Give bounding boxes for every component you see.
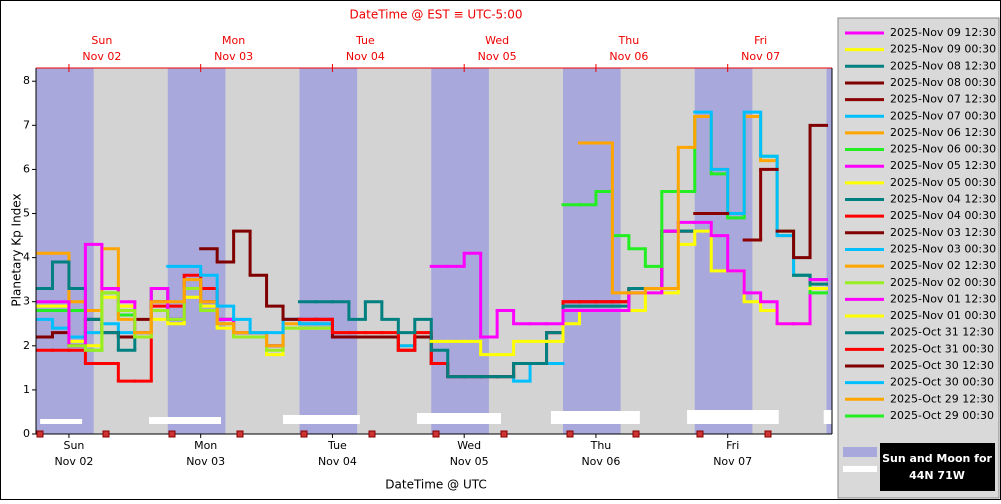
legend-label: 2025-Nov 07 12:30 xyxy=(890,93,996,106)
legend: Sun and Moon for 44N 71W 2025-Nov 09 12:… xyxy=(837,17,1000,499)
legend-label: 2025-Nov 06 12:30 xyxy=(890,126,996,139)
legend-label: 2025-Nov 06 00:30 xyxy=(890,143,996,156)
series xyxy=(775,123,829,260)
legend-night-swatch xyxy=(843,447,877,457)
marker xyxy=(368,430,376,438)
legend-label: 2025-Nov 05 12:30 xyxy=(890,159,996,172)
legend-label: 2025-Nov 02 00:30 xyxy=(890,276,996,289)
legend-label: 2025-Nov 05 00:30 xyxy=(890,176,996,189)
moon-band xyxy=(823,410,832,424)
marker xyxy=(102,430,110,438)
top-tick-label: Sun xyxy=(91,34,112,47)
legend-label: 2025-Nov 08 00:30 xyxy=(890,76,996,89)
marker xyxy=(632,430,640,438)
chart-title: DateTime @ EST ≡ UTC-5:00 xyxy=(350,8,523,22)
x-tick-date: Nov 02 xyxy=(54,455,93,468)
x-tick-label: Fri xyxy=(726,439,739,452)
legend-label: 2025-Nov 09 00:30 xyxy=(890,43,996,56)
y-tick-label: 8 xyxy=(23,74,30,87)
legend-label: 2025-Oct 30 12:30 xyxy=(890,359,994,372)
y-tick-label: 2 xyxy=(23,339,30,352)
y-tick-label: 0 xyxy=(23,427,30,440)
legend-label: 2025-Oct 30 00:30 xyxy=(890,376,994,389)
marker xyxy=(236,430,244,438)
x-tick-date: Nov 05 xyxy=(450,455,489,468)
series xyxy=(429,220,829,339)
marker xyxy=(432,430,440,438)
legend-label: 2025-Nov 01 12:30 xyxy=(890,292,996,305)
night-band xyxy=(431,68,489,434)
top-tick-label: Mon xyxy=(222,34,245,47)
top-tick-label: Thu xyxy=(618,34,640,47)
marker xyxy=(696,430,704,438)
x-tick-date: Nov 07 xyxy=(713,455,752,468)
legend-label: 2025-Nov 09 12:30 xyxy=(890,26,996,39)
y-tick-label: 4 xyxy=(23,251,30,264)
top-tick-label: Tue xyxy=(355,34,375,47)
legend-label: 2025-Nov 01 00:30 xyxy=(890,309,996,322)
axes: 0 1 2 3 4 5 6 7 8 Sun Nov 02 Mon Nov 03 Tue Nov 04 Wed N… xyxy=(23,34,833,468)
legend-box xyxy=(837,17,1000,499)
y-tick-label: 6 xyxy=(23,162,30,175)
marker xyxy=(300,430,308,438)
top-tick-date: Nov 05 xyxy=(478,50,517,63)
moon-band xyxy=(283,415,360,424)
moon-band xyxy=(40,419,83,424)
x-tick-date: Nov 04 xyxy=(318,455,357,468)
legend-label: 2025-Nov 04 12:30 xyxy=(890,193,996,206)
marker xyxy=(500,430,508,438)
moon-band xyxy=(687,410,779,424)
legend-label: 2025-Nov 03 12:30 xyxy=(890,226,996,239)
series xyxy=(693,167,779,242)
marker xyxy=(566,430,574,438)
top-tick-date: Nov 07 xyxy=(741,50,780,63)
x-tick-label: Wed xyxy=(457,439,481,452)
legend-label: 2025-Nov 03 00:30 xyxy=(890,242,996,255)
legend-moon-swatch xyxy=(843,466,877,472)
x-axis-title: DateTime @ UTC xyxy=(385,478,486,492)
x-tick-label: Thu xyxy=(590,439,612,452)
legend-title: Sun and Moon for xyxy=(882,452,992,465)
top-tick-date: Nov 03 xyxy=(214,50,253,63)
y-tick-label: 5 xyxy=(23,207,30,220)
marker xyxy=(36,430,44,438)
legend-label: 2025-Nov 08 12:30 xyxy=(890,59,996,72)
legend-label: 2025-Nov 02 12:30 xyxy=(890,259,996,272)
y-tick-label: 1 xyxy=(23,383,30,396)
y-tick-label: 3 xyxy=(23,295,30,308)
location: 44N 71W xyxy=(909,469,965,482)
legend-label: 2025-Nov 07 00:30 xyxy=(890,109,996,122)
legend-label: 2025-Nov 04 00:30 xyxy=(890,209,996,222)
top-tick-label: Fri xyxy=(754,34,767,47)
marker xyxy=(764,430,772,438)
top-tick-date: Nov 06 xyxy=(609,50,648,63)
plot-area xyxy=(36,68,832,434)
top-tick-date: Nov 02 xyxy=(82,50,121,63)
legend-label: 2025-Oct 29 00:30 xyxy=(890,409,994,422)
x-tick-date: Nov 06 xyxy=(581,455,620,468)
legend-label: 2025-Oct 31 00:30 xyxy=(890,342,994,355)
night-band xyxy=(826,68,832,434)
x-tick-date: Nov 03 xyxy=(186,455,225,468)
x-tick-label: Tue xyxy=(327,439,347,452)
x-tick-label: Sun xyxy=(63,439,84,452)
top-tick-date: Nov 04 xyxy=(346,50,385,63)
moon-band xyxy=(149,417,222,424)
y-axis-title: Planetary Kp Index xyxy=(10,193,24,306)
x-tick-label: Mon xyxy=(194,439,217,452)
location-box xyxy=(880,443,995,491)
y-tick-label: 7 xyxy=(23,118,30,131)
night-band xyxy=(299,68,358,434)
marker xyxy=(168,430,176,438)
moon-band xyxy=(416,413,501,424)
top-tick-label: Wed xyxy=(485,34,509,47)
legend-label: 2025-Oct 31 12:30 xyxy=(890,326,994,339)
legend-label: 2025-Oct 29 12:30 xyxy=(890,392,994,405)
moon-band xyxy=(550,411,640,424)
